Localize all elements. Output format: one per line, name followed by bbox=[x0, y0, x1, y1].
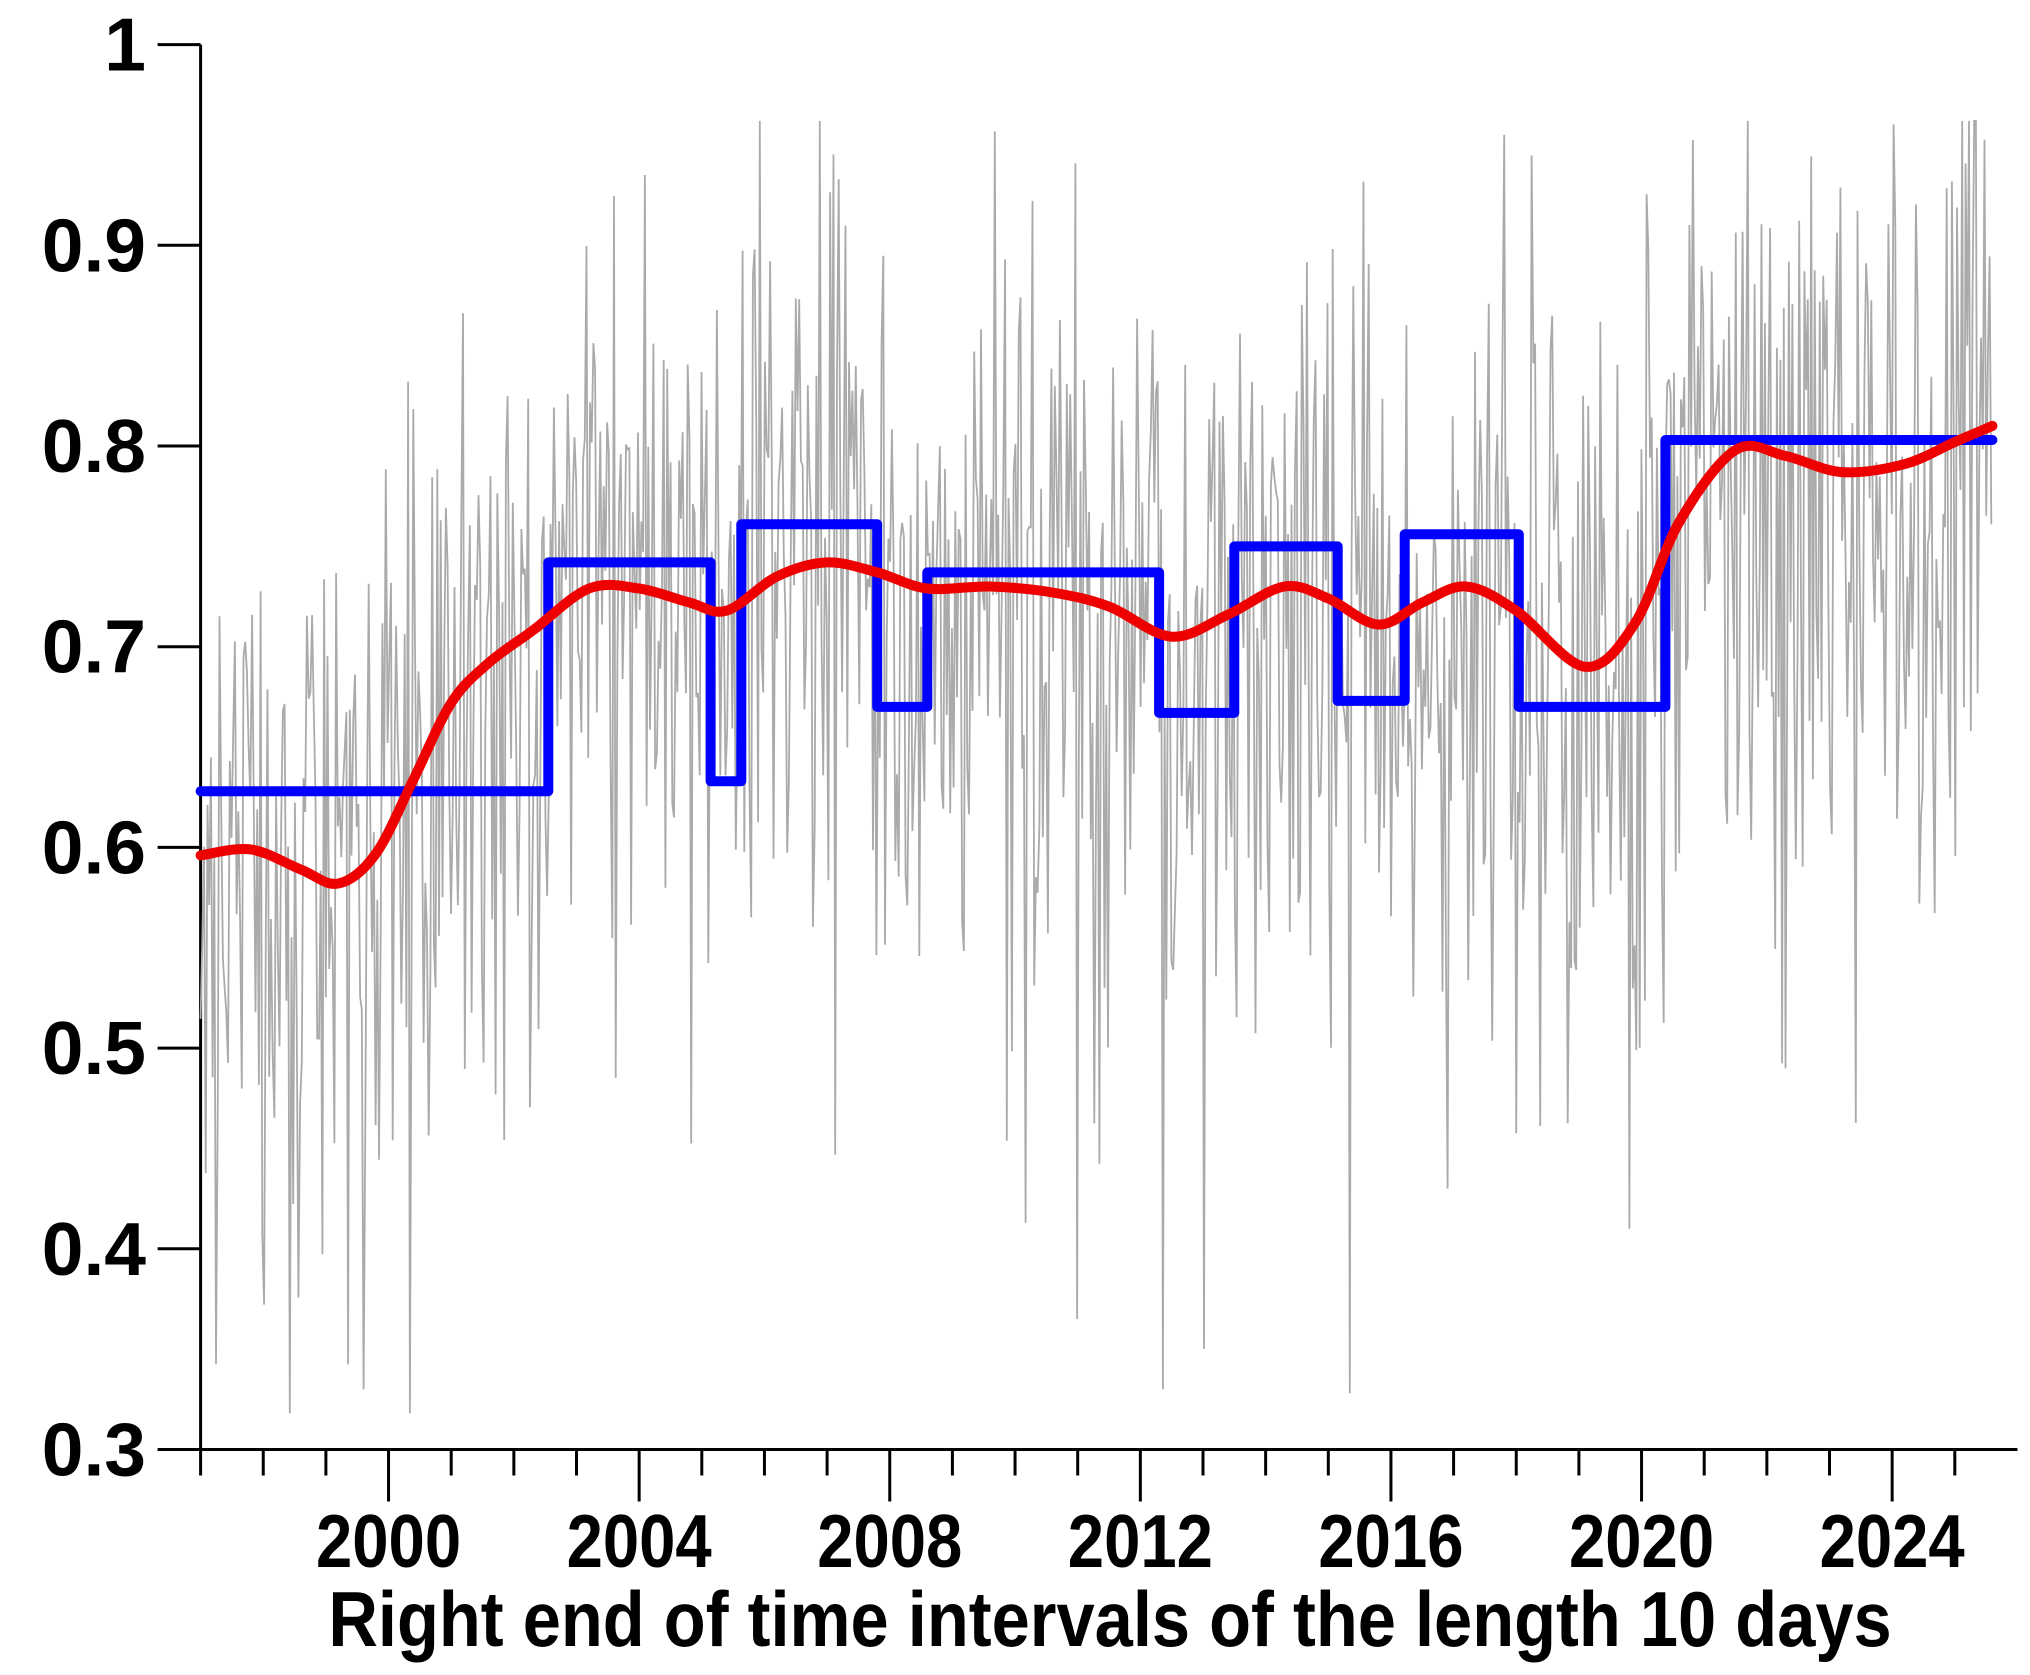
raw-series-layer bbox=[199, 120, 1993, 1414]
x-tick-label: 2024 bbox=[1820, 1499, 1965, 1583]
x-tick-label: 2004 bbox=[567, 1499, 712, 1583]
y-tick-label: 0.4 bbox=[42, 1207, 147, 1291]
x-axis-title: Right end of time intervals of the lengt… bbox=[328, 1575, 1891, 1663]
y-tick-label: 0.5 bbox=[42, 1006, 146, 1090]
y-tick-label: 0.3 bbox=[42, 1408, 146, 1492]
x-tick-label: 2016 bbox=[1318, 1499, 1463, 1583]
y-tick-label: 1 bbox=[104, 3, 146, 87]
x-tick-label: 2000 bbox=[316, 1499, 461, 1583]
raw-series-line bbox=[199, 120, 1993, 1414]
x-tick-label: 2020 bbox=[1569, 1499, 1714, 1583]
step-series-line bbox=[195, 435, 1998, 797]
y-tick-label: 0.6 bbox=[42, 805, 146, 889]
smoothed-series-layer bbox=[195, 420, 1998, 889]
y-tick-label: 0.9 bbox=[42, 203, 146, 287]
x-tick-label: 2012 bbox=[1068, 1499, 1213, 1583]
smoothed-series-line bbox=[195, 420, 1998, 889]
y-tick-label: 0.8 bbox=[42, 404, 146, 488]
axes-layer bbox=[157, 43, 2018, 1502]
x-tick-label: 2008 bbox=[817, 1499, 962, 1583]
step-series-layer bbox=[195, 435, 1998, 797]
tick-labels-layer: 1 0.9 0.8 0.7 0.6 0.5 0.4 0.3 2000 2004 2008 2012 20… bbox=[42, 3, 1965, 1583]
y-tick-label: 0.7 bbox=[42, 605, 146, 689]
